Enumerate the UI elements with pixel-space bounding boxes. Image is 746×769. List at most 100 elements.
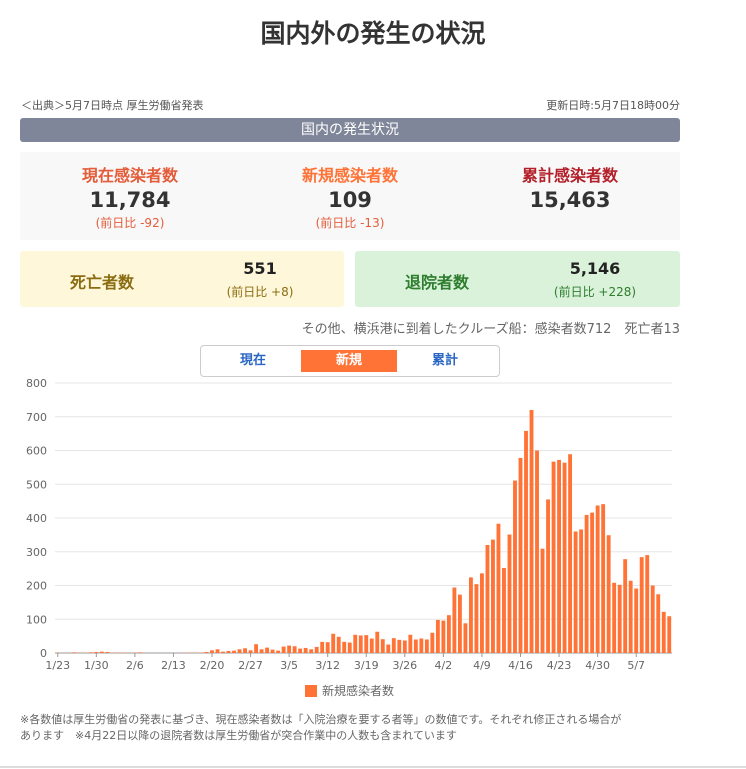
bar [507, 534, 512, 653]
deaths-value: 551 [243, 259, 277, 278]
y-tick-label: 100 [26, 613, 47, 626]
tab-new[interactable]: 新規 [301, 350, 397, 372]
stat-total: 累計感染者数 15,463 [460, 152, 680, 214]
bar [656, 594, 661, 653]
x-tick-label: 3/26 [392, 659, 417, 672]
x-tick-label: 4/9 [473, 659, 491, 672]
y-tick-label: 700 [26, 411, 47, 424]
bar [551, 461, 556, 653]
bar [463, 623, 468, 653]
stat-current-value: 11,784 [89, 188, 171, 212]
bar [94, 651, 99, 653]
bar [568, 454, 573, 653]
bar [248, 650, 253, 653]
bar [331, 633, 336, 653]
bar [243, 648, 247, 653]
bar [628, 580, 633, 653]
bar [204, 651, 209, 653]
bar [221, 651, 225, 653]
bar [364, 635, 369, 653]
bar [259, 649, 264, 653]
bar [292, 646, 297, 653]
bar [639, 557, 644, 653]
stat-new-label: 新規感染者数 [301, 166, 398, 185]
bar [358, 635, 363, 653]
y-tick-label: 200 [26, 580, 47, 593]
bar [226, 650, 231, 653]
x-tick-label: 4/30 [585, 659, 610, 672]
x-tick-label: 4/16 [508, 659, 533, 672]
bar [518, 457, 523, 653]
bar [491, 539, 495, 653]
bar [474, 584, 479, 653]
x-tick-label: 5/7 [627, 659, 645, 672]
x-tick-label: 3/5 [280, 659, 298, 672]
bar [397, 639, 402, 653]
bar [419, 638, 424, 653]
updated-time: 更新日時:5月7日18時00分 [546, 99, 680, 112]
stats-panel: 現在感染者数 11,784 (前日比 -92) 新規感染者数 109 (前日比 … [20, 152, 680, 240]
bar [457, 594, 462, 653]
bar [72, 652, 77, 653]
footnote-line-1: ※各数値は厚生労働省の発表に基づき、現在感染者数は「入院治療を要する者等」の数値… [20, 713, 622, 726]
recovered-label: 退院者数 [405, 273, 470, 292]
recovered-value: 5,146 [569, 259, 621, 278]
bar [435, 619, 440, 653]
bar [210, 650, 214, 653]
bar [540, 548, 545, 653]
bar [309, 649, 314, 653]
stat-current-diff: (前日比 -92) [95, 216, 165, 230]
bar [529, 410, 534, 653]
bar [617, 584, 622, 653]
bar [237, 649, 242, 653]
deaths-label: 死亡者数 [70, 273, 135, 292]
stat-total-value: 15,463 [529, 188, 611, 212]
y-tick-label: 800 [26, 377, 47, 390]
bar [402, 640, 407, 653]
x-tick-label: 1/23 [45, 659, 70, 672]
bar [590, 512, 595, 653]
x-tick-label: 4/23 [547, 659, 572, 672]
bar [320, 641, 325, 653]
x-tick-label: 2/6 [126, 659, 144, 672]
cruise-ship-note: その他、横浜港に到着したクルーズ船：感染者数712 死亡者13 [301, 322, 680, 337]
legend-swatch [305, 685, 317, 697]
bar [325, 642, 330, 653]
bar [347, 642, 352, 653]
bar [584, 514, 589, 653]
stat-current: 現在感染者数 11,784 (前日比 -92) [20, 152, 240, 231]
bar [562, 462, 567, 653]
bar [452, 587, 457, 653]
x-tick-label: 3/12 [315, 659, 340, 672]
y-tick-label: 0 [40, 647, 47, 660]
tab-current[interactable]: 現在 [239, 353, 266, 368]
bar [254, 644, 259, 653]
bar [606, 535, 611, 653]
x-tick-label: 2/13 [161, 659, 186, 672]
bar [342, 641, 347, 653]
footnote-line-2: あります ※4月22日以降の退院者数は厚生労働省が突合作業中の人数も含まれていま… [20, 729, 457, 742]
bar [413, 639, 418, 653]
bar [446, 615, 451, 653]
bar [513, 480, 517, 653]
deaths-diff: (前日比 +8) [226, 285, 294, 299]
bar [612, 582, 617, 653]
bar [573, 531, 578, 653]
y-tick-label: 300 [26, 546, 47, 559]
bar [99, 651, 104, 653]
bar [353, 634, 358, 653]
bar [469, 577, 473, 653]
bar [270, 649, 275, 654]
bar [88, 652, 93, 653]
bar [430, 632, 435, 653]
bar [281, 646, 286, 653]
bar [215, 649, 220, 653]
x-tick-label: 2/20 [200, 659, 225, 672]
tab-total[interactable]: 累計 [431, 353, 458, 368]
bar [380, 639, 385, 653]
stat-new: 新規感染者数 109 (前日比 -13) [240, 152, 460, 231]
section-header: 国内の発生状況 [20, 118, 680, 142]
bar [579, 529, 584, 653]
bar [502, 567, 506, 653]
bar [645, 555, 650, 654]
